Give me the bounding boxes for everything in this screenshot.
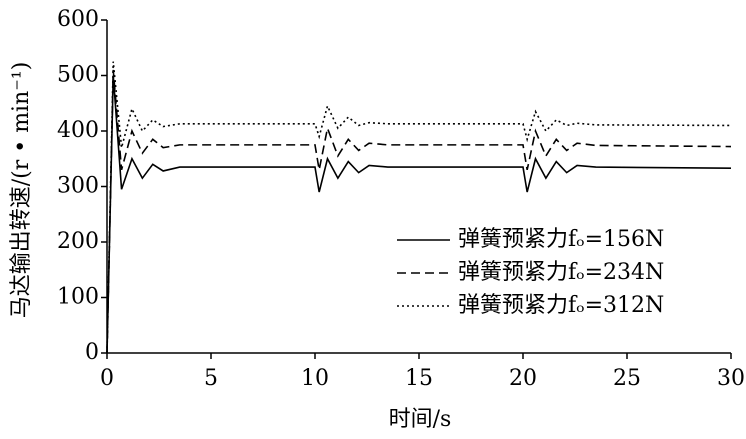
x-tick-label: 20 xyxy=(509,366,537,391)
x-axis-label: 时间/s xyxy=(389,407,452,432)
x-tick-label: 15 xyxy=(405,366,433,391)
y-tick-label: 400 xyxy=(57,118,99,143)
legend-label: 弹簧预紧力fₒ=156N xyxy=(458,227,664,252)
x-tick-label: 30 xyxy=(717,366,745,391)
y-tick-label: 200 xyxy=(57,229,99,254)
series-line xyxy=(106,69,732,354)
x-tick-label: 10 xyxy=(301,366,329,391)
x-tick-label: 25 xyxy=(613,366,641,391)
y-tick-label: 100 xyxy=(57,285,99,310)
y-axis-label: 马达输出转速/(r • min⁻¹) xyxy=(9,62,34,319)
x-tick-label: 5 xyxy=(204,366,218,391)
y-tick-label: 500 xyxy=(57,63,99,88)
legend-label: 弹簧预紧力fₒ=312N xyxy=(458,293,664,318)
y-tick-label: 300 xyxy=(57,174,99,199)
x-tick-label: 0 xyxy=(100,366,114,391)
legend-label: 弹簧预紧力fₒ=234N xyxy=(458,260,664,285)
series-line xyxy=(106,75,732,354)
y-tick-label: 600 xyxy=(57,7,99,32)
y-tick-label: 0 xyxy=(85,340,99,365)
